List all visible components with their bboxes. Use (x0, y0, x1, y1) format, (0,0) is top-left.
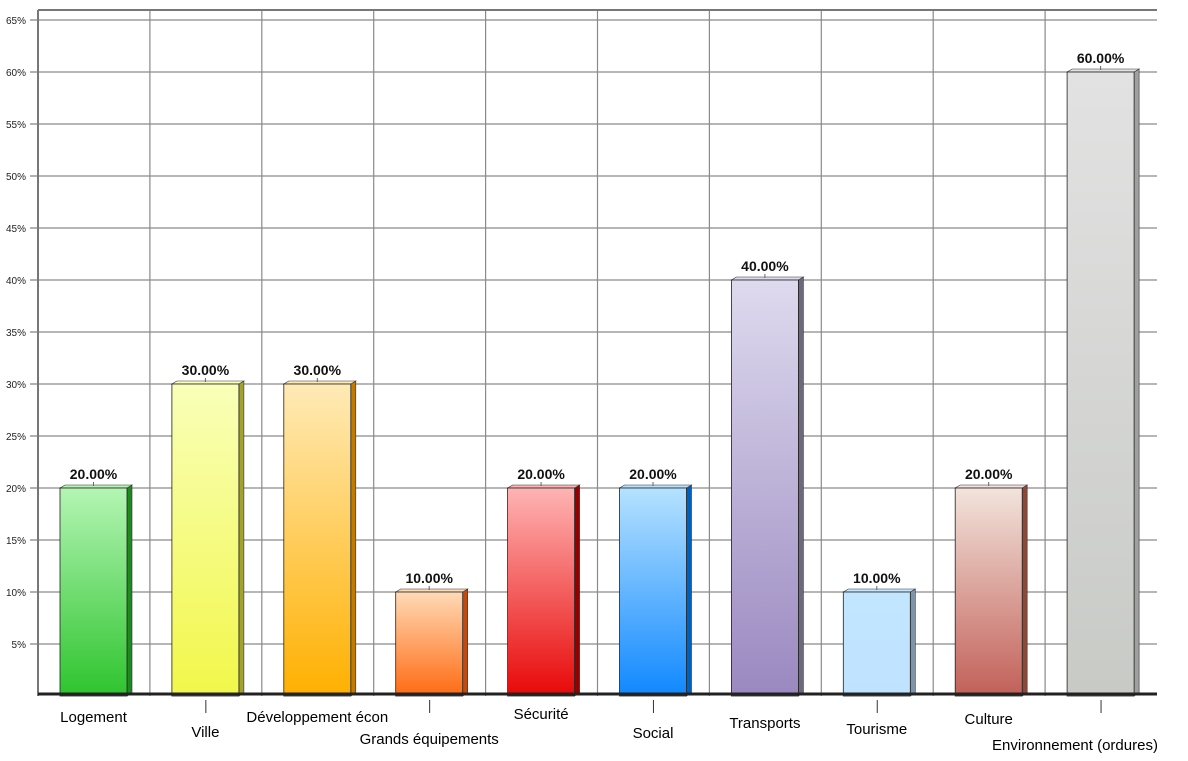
y-tick-label: 40% (6, 276, 26, 287)
x-tick-label: Logement (60, 709, 128, 726)
bar-top (394, 588, 469, 593)
x-tick-label: Développement écon (246, 709, 388, 726)
x-tick-label: Sécurité (514, 706, 569, 723)
x-tick-label: Social (633, 725, 674, 742)
bar-top (58, 484, 134, 489)
bar-ville (171, 383, 240, 697)
x-tick-label: Tourisme (846, 721, 907, 738)
bar-top (842, 588, 917, 593)
x-tick-label: Environnement (ordures) (992, 737, 1158, 754)
data-label: 30.00% (182, 362, 230, 378)
data-label: 20.00% (629, 466, 677, 482)
bar-logement (59, 487, 128, 697)
y-tick-label: 60% (6, 68, 26, 79)
bar-top (730, 276, 805, 281)
bar-side (462, 588, 469, 697)
bar-top (954, 484, 1029, 489)
x-tick-label: Ville (191, 724, 219, 741)
y-tick-label: 10% (6, 588, 26, 599)
y-tick-label: 55% (6, 120, 26, 131)
bar-transports (731, 279, 799, 697)
bar-top (282, 380, 357, 385)
data-label: 60.00% (1077, 50, 1125, 66)
bar-side (1021, 484, 1028, 697)
data-label: 20.00% (517, 466, 565, 482)
x-tick-label: Grands équipements (360, 731, 499, 748)
data-label: 10.00% (405, 570, 453, 586)
data-label: 20.00% (70, 466, 118, 482)
y-tick-label: 30% (6, 380, 26, 391)
data-label: 40.00% (741, 258, 789, 274)
bar-side (1133, 68, 1140, 697)
bar-d-veloppement-con (283, 383, 352, 697)
x-tick-label: Culture (965, 711, 1013, 728)
y-tick-label: 45% (6, 224, 26, 235)
bar-top (1066, 68, 1141, 73)
bar-side (686, 484, 692, 697)
x-tick-label: Transports (729, 715, 800, 732)
y-tick-label: 5% (12, 640, 27, 651)
bar-top (170, 380, 245, 385)
data-label: 20.00% (965, 466, 1013, 482)
y-tick-label: 25% (6, 432, 26, 443)
y-tick-label: 65% (6, 16, 26, 27)
bar-tourisme (842, 591, 911, 697)
bar-side (574, 484, 580, 697)
bar-side (126, 484, 133, 697)
bar-top (506, 484, 581, 489)
y-tick-label: 15% (6, 536, 26, 547)
bar-side (350, 380, 357, 697)
bar-environnement-ordures- (1066, 71, 1135, 697)
data-label: 30.00% (294, 362, 342, 378)
bar-grands-quipements (395, 591, 464, 697)
data-label: 10.00% (853, 570, 901, 586)
y-tick-label: 20% (6, 484, 26, 495)
bar-social (619, 487, 687, 697)
bar-top (618, 484, 693, 489)
bar-side (798, 276, 804, 697)
bar-s-curit- (507, 487, 576, 697)
bar-culture (954, 487, 1023, 697)
bar-side (909, 588, 916, 697)
y-tick-label: 50% (6, 172, 26, 183)
y-tick-label: 35% (6, 328, 26, 339)
bar-side (238, 380, 245, 697)
